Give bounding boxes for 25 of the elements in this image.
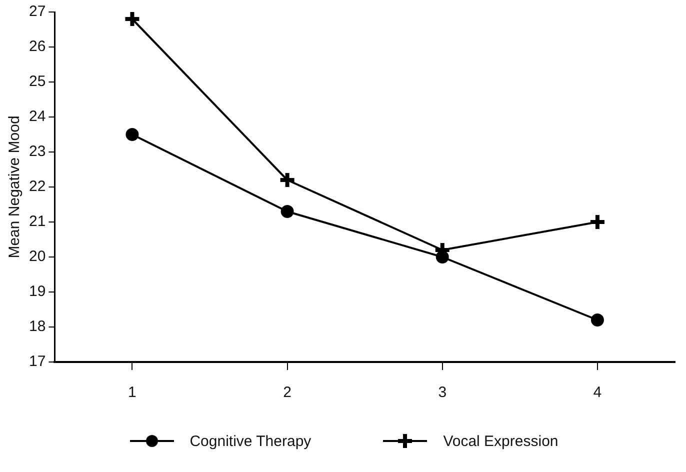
x-tick-label: 3: [438, 384, 447, 402]
y-tick-label: 20: [28, 248, 46, 266]
x-tick-label: 1: [128, 384, 136, 402]
x-tick-label: 2: [283, 384, 292, 402]
y-tick-label: 21: [28, 213, 46, 230]
legend-label: Cognitive Therapy: [190, 432, 312, 450]
point: [126, 128, 139, 141]
legend-label: Vocal Expression: [443, 432, 558, 450]
y-axis-title: Mean Negative Mood: [6, 116, 24, 258]
point: [590, 314, 604, 326]
y-tick-label: 22: [28, 178, 46, 196]
y-tick-label: 23: [28, 143, 46, 160]
point: [123, 12, 142, 28]
y-tick-label: 24: [28, 108, 46, 126]
point: [436, 250, 449, 264]
y-tick-label: 27: [28, 3, 46, 20]
y-tick-label: 18: [28, 318, 46, 336]
y-tick-label: 25: [28, 73, 46, 90]
y-tick-label: 26: [28, 38, 46, 56]
y-tick-label: 17: [28, 353, 46, 370]
y-tick-label: 19: [28, 283, 46, 300]
point: [588, 213, 606, 231]
x-tick-label: 4: [593, 384, 602, 402]
point: [278, 171, 296, 189]
point: [280, 205, 294, 218]
